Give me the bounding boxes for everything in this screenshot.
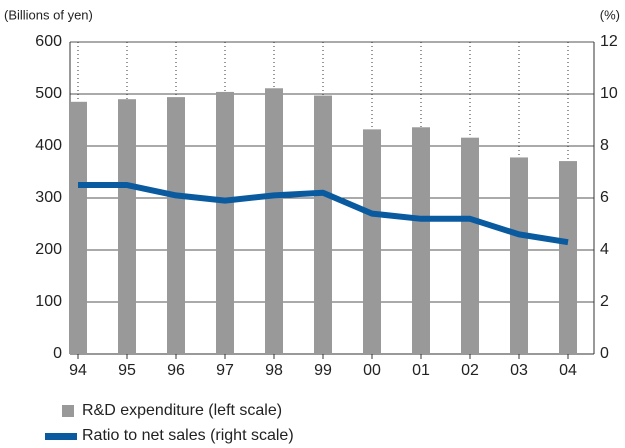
y-tick-label: 200	[35, 241, 62, 258]
y-tick-label: 400	[35, 137, 62, 154]
y-tick-label: 300	[35, 189, 62, 206]
y2-axis-label: (%)	[600, 7, 620, 22]
y-tick-label: 0	[53, 345, 62, 362]
y2-tick-label: 8	[600, 137, 609, 154]
x-tick-label: 96	[167, 362, 185, 379]
bar	[216, 91, 234, 355]
bar	[363, 129, 381, 354]
y2-tick-label: 10	[600, 85, 618, 102]
bar	[167, 97, 185, 355]
x-tick-label: 94	[69, 362, 87, 379]
legend-label: R&D expenditure (left scale)	[82, 402, 282, 419]
x-tick-label: 95	[118, 362, 136, 379]
y-tick-label: 600	[35, 33, 62, 50]
x-tick-label: 01	[412, 362, 430, 379]
x-tick-label: 97	[216, 362, 234, 379]
bar	[510, 157, 528, 354]
bar	[314, 95, 332, 354]
x-tick-label: 00	[363, 362, 381, 379]
y2-tick-label: 12	[600, 33, 618, 50]
y2-tick-label: 2	[600, 293, 609, 310]
legend-label: Ratio to net sales (right scale)	[82, 427, 294, 444]
bar	[118, 99, 136, 354]
bar	[265, 88, 283, 354]
legend-swatch	[62, 405, 74, 417]
y2-tick-label: 4	[600, 241, 609, 258]
bar	[461, 137, 479, 354]
bar	[412, 127, 430, 354]
y2-tick-label: 6	[600, 189, 609, 206]
line	[78, 182, 569, 246]
legend-swatch	[45, 433, 77, 440]
x-tick-label: 02	[461, 362, 479, 379]
y-axis-label: (Billions of yen)	[4, 7, 93, 22]
x-tick-label: 99	[314, 362, 332, 379]
y-tick-label: 100	[35, 293, 62, 310]
y2-tick-label: 0	[600, 345, 609, 362]
y-tick-label: 500	[35, 85, 62, 102]
x-tick-label: 03	[510, 362, 528, 379]
bar	[559, 161, 577, 354]
x-tick-label: 04	[559, 362, 577, 379]
bar	[69, 101, 87, 354]
x-tick-label: 98	[265, 362, 283, 379]
